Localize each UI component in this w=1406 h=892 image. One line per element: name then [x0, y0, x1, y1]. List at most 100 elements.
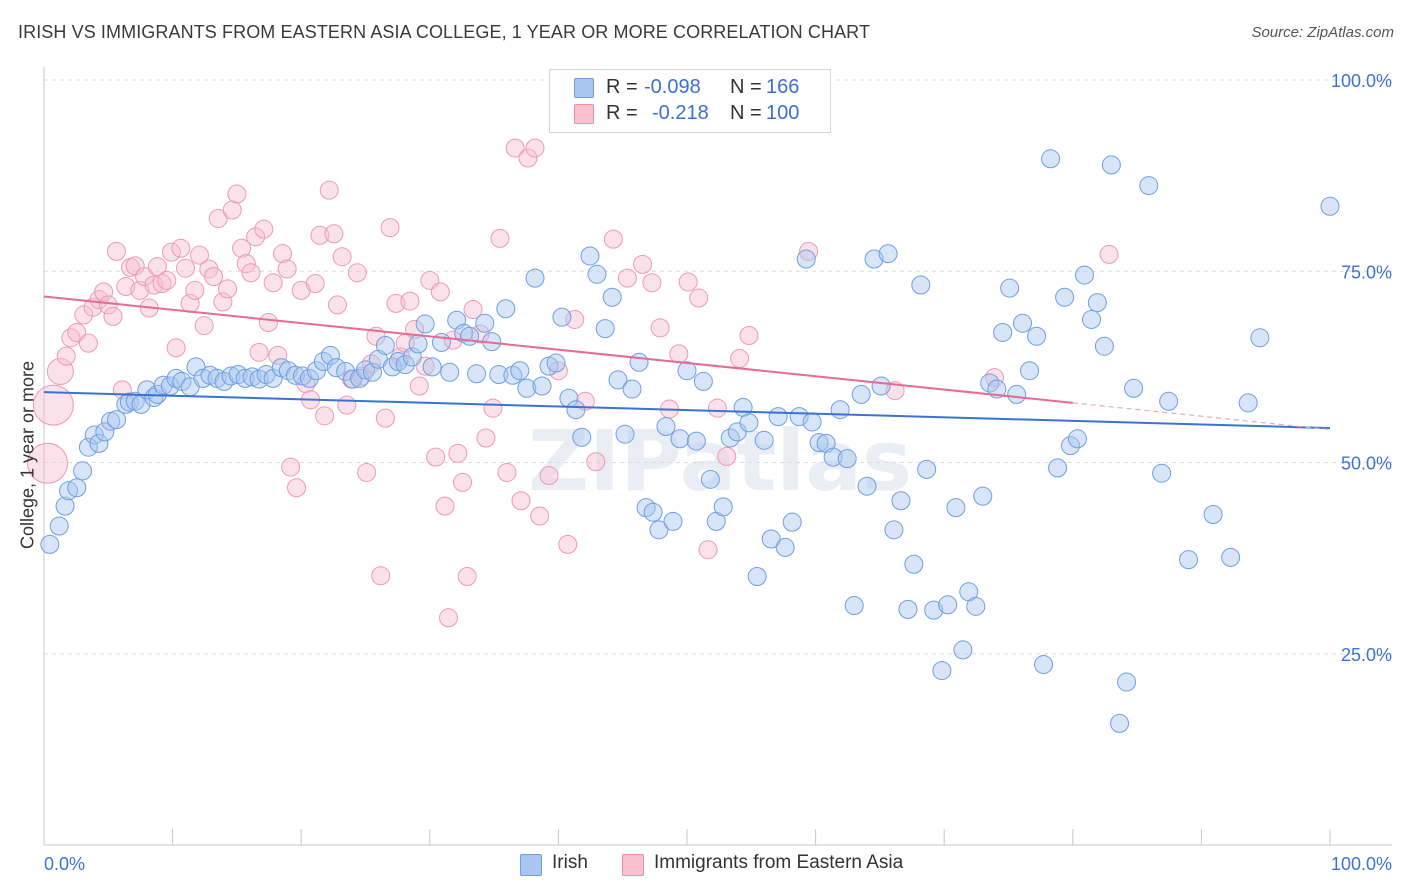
asia-point	[548, 361, 568, 381]
irish-point	[40, 534, 60, 554]
x-tick-label: 0.0%	[44, 854, 85, 874]
irish-point	[475, 313, 495, 333]
irish-point	[580, 246, 600, 266]
irish-point	[993, 322, 1013, 342]
irish-point	[356, 360, 375, 380]
irish-point	[622, 379, 642, 399]
asia-point	[439, 608, 459, 628]
asia-point	[241, 263, 261, 283]
irish-point	[1082, 309, 1102, 329]
asia-point	[249, 342, 269, 362]
irish-point	[552, 307, 572, 327]
legend-r-label: R =	[606, 76, 638, 98]
asia-trend-line-dashed	[1072, 402, 1331, 431]
asia-point	[689, 288, 709, 308]
irish-point	[242, 367, 262, 387]
irish-point	[816, 433, 836, 453]
irish-point	[166, 368, 186, 388]
axes	[43, 67, 1392, 846]
irish-point	[830, 400, 850, 420]
irish-point	[857, 476, 877, 496]
asia-point	[476, 428, 496, 448]
irish-point	[125, 391, 145, 411]
irish-point	[395, 355, 415, 375]
asia-point	[315, 406, 335, 426]
irish-point	[670, 429, 690, 449]
asia-point	[67, 322, 87, 342]
irish-point	[1074, 265, 1094, 285]
irish-point	[602, 287, 622, 307]
asia-point	[103, 306, 123, 326]
legend-swatch-asia	[574, 104, 594, 124]
asia-point	[511, 491, 531, 511]
asia-point	[375, 408, 395, 428]
legend-n-label: N =	[730, 102, 762, 124]
irish-point	[629, 352, 649, 372]
irish-point	[73, 461, 93, 481]
irish-point	[55, 496, 75, 516]
irish-point	[663, 511, 683, 531]
asia-point	[310, 225, 330, 245]
asia-point	[617, 268, 637, 288]
irish-point	[1048, 458, 1068, 478]
asia-point	[254, 219, 274, 239]
asia-point	[116, 277, 136, 297]
irish-point	[1203, 505, 1223, 525]
irish-point	[789, 407, 809, 427]
irish-point	[643, 502, 663, 522]
irish-point	[1055, 287, 1075, 307]
irish-point	[884, 520, 904, 540]
irish-point	[510, 361, 530, 381]
asia-point	[530, 506, 550, 526]
legend-swatch-irish	[574, 78, 594, 98]
asia-point	[558, 534, 578, 554]
irish-point	[608, 370, 628, 390]
asia-point	[222, 200, 242, 220]
irish-point	[343, 369, 363, 389]
asia-point	[457, 566, 477, 586]
asia-point	[400, 291, 420, 311]
irish-point	[1020, 361, 1040, 381]
irish-point	[966, 596, 986, 616]
irish-point	[761, 529, 781, 549]
irish-point	[1117, 672, 1137, 692]
irish-point	[221, 366, 241, 386]
asia-point	[277, 259, 297, 279]
irish-point	[775, 537, 795, 557]
legend-r-value: -0.098	[644, 76, 701, 98]
asia-point	[171, 238, 191, 258]
asia-point	[1099, 244, 1119, 264]
asia-point	[305, 273, 325, 293]
irish-point	[292, 366, 312, 386]
irish-point	[802, 412, 822, 432]
irish-point	[1110, 713, 1130, 733]
irish-point	[851, 384, 871, 404]
trend-lines	[43, 295, 1331, 431]
asia-point	[106, 241, 126, 261]
irish-point	[454, 323, 474, 343]
asia-point	[324, 224, 344, 244]
irish-point	[891, 491, 911, 511]
irish-point	[595, 319, 615, 339]
asia-point	[258, 313, 278, 333]
irish-point	[911, 275, 931, 295]
asia-point	[586, 452, 606, 472]
irish-point	[49, 516, 69, 536]
irish-point	[1087, 293, 1107, 313]
asia-point	[263, 273, 283, 293]
asia-point	[161, 242, 181, 262]
irish-point	[566, 400, 586, 420]
asia-point	[415, 356, 435, 376]
x-tick-label: 100.0%	[1331, 854, 1392, 874]
irish-point	[1041, 149, 1061, 169]
irish-point	[78, 437, 98, 457]
irish-point	[1101, 155, 1121, 175]
asia-point	[337, 395, 357, 415]
legend-n-value: 166	[766, 76, 800, 98]
legend: R = -0.098 N = 166 R = -0.218 N = 100	[549, 69, 831, 133]
irish-point	[782, 512, 802, 532]
legend-n-value: 100	[766, 102, 800, 124]
irish-point	[1250, 328, 1270, 348]
irish-point	[67, 478, 87, 498]
irish-point	[119, 392, 139, 412]
